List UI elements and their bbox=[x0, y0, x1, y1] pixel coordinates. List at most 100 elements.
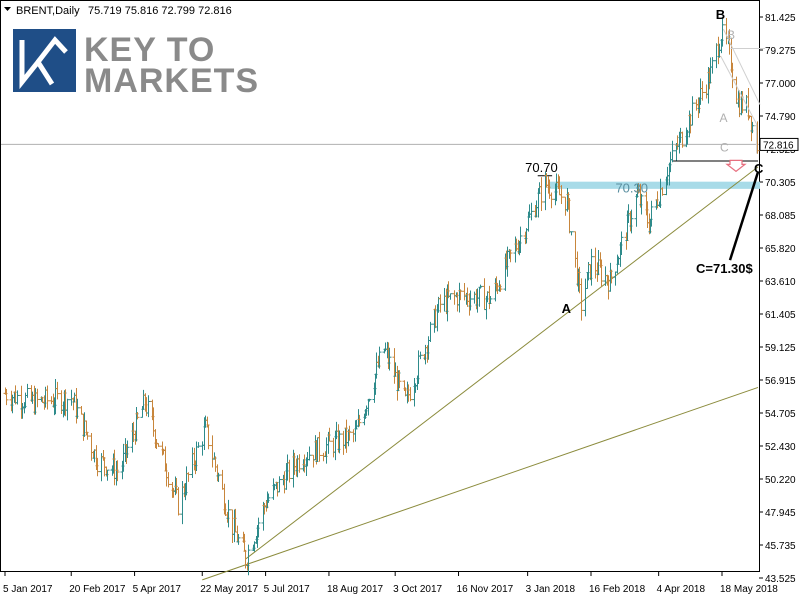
candle bbox=[115, 460, 120, 482]
peak-level-label: 70.70 bbox=[525, 160, 558, 175]
candle bbox=[539, 177, 544, 211]
x-tick-label: 16 Feb 2018 bbox=[589, 584, 646, 595]
y-tick-label: 70.305 bbox=[765, 178, 796, 189]
plot-frame bbox=[0, 0, 760, 572]
candle bbox=[317, 431, 322, 462]
y-tick-label: 47.945 bbox=[765, 508, 796, 519]
y-tick-label: 59.125 bbox=[765, 343, 796, 354]
x-tick-label: 3 Jan 2018 bbox=[526, 584, 576, 595]
candles bbox=[3, 18, 760, 576]
y-tick-label: 61.405 bbox=[765, 310, 796, 321]
candle bbox=[256, 517, 261, 538]
y-tick-label: 52.430 bbox=[765, 442, 796, 453]
candle bbox=[65, 398, 70, 421]
candle bbox=[428, 321, 433, 343]
brand-logo: KEY TO MARKETS bbox=[13, 29, 259, 100]
candle bbox=[377, 346, 382, 369]
candle bbox=[529, 202, 534, 221]
candle bbox=[277, 476, 282, 493]
target-pointer bbox=[728, 171, 760, 261]
y-tick-label: 56.915 bbox=[765, 376, 796, 387]
candle bbox=[236, 534, 241, 545]
candle bbox=[135, 412, 140, 420]
candle bbox=[488, 296, 493, 304]
y-axis: 81.42579.27577.00074.79072.52570.30568.0… bbox=[759, 13, 796, 585]
candle bbox=[629, 209, 634, 234]
x-tick-label: 5 Jul 2017 bbox=[264, 584, 311, 595]
candle bbox=[146, 395, 151, 418]
trendlines bbox=[202, 166, 759, 581]
inner-abc-lines bbox=[720, 55, 758, 154]
candle bbox=[609, 269, 614, 284]
candle bbox=[357, 414, 362, 427]
candle bbox=[660, 187, 665, 196]
small-a-label: A bbox=[719, 111, 727, 125]
x-tick-label: 5 Jan 2017 bbox=[3, 584, 53, 595]
candle bbox=[619, 231, 624, 255]
wave-a-label: A bbox=[562, 301, 572, 316]
candle bbox=[367, 398, 372, 402]
x-axis: 5 Jan 2017 20 Feb 2017 5 Apr 2017 22 May 20… bbox=[3, 572, 778, 595]
trendline bbox=[202, 386, 759, 581]
x-tick-label: 22 May 2017 bbox=[200, 584, 258, 595]
candle bbox=[45, 385, 50, 410]
candle bbox=[4, 388, 9, 406]
candle bbox=[569, 231, 574, 236]
candle bbox=[639, 193, 644, 215]
chart-ohlc: 75.719 75.816 72.799 72.816 bbox=[88, 5, 232, 17]
x-tick-label: 18 May 2018 bbox=[720, 584, 778, 595]
target-label: C=71.30$ bbox=[696, 261, 754, 276]
candle bbox=[518, 226, 523, 253]
candle bbox=[387, 347, 392, 371]
candle bbox=[105, 469, 110, 481]
dropdown-icon[interactable] bbox=[4, 7, 11, 11]
y-tick-label: 68.085 bbox=[765, 211, 796, 222]
candle bbox=[85, 431, 90, 440]
candle bbox=[347, 425, 352, 441]
x-tick-label: 20 Feb 2017 bbox=[69, 584, 126, 595]
candle bbox=[25, 383, 30, 398]
candle bbox=[337, 430, 342, 454]
candle bbox=[438, 294, 443, 313]
candle bbox=[75, 398, 80, 419]
candle bbox=[700, 81, 705, 101]
wave-b-label: B bbox=[716, 7, 725, 22]
brand-line2: MARKETS bbox=[84, 62, 259, 100]
channel-line bbox=[722, 28, 761, 105]
candle bbox=[690, 96, 695, 126]
candle bbox=[649, 200, 654, 227]
candle bbox=[397, 370, 402, 389]
candle bbox=[478, 284, 483, 289]
last-price-value: 72.816 bbox=[763, 140, 794, 151]
y-tick-label: 81.425 bbox=[765, 13, 796, 24]
candle bbox=[589, 248, 594, 286]
candle bbox=[246, 544, 251, 576]
x-tick-label: 16 Nov 2017 bbox=[457, 584, 514, 595]
trendline bbox=[245, 166, 759, 560]
chart-symbol: BRENT,Daily bbox=[16, 5, 80, 17]
y-tick-label: 54.705 bbox=[765, 409, 796, 420]
candle bbox=[307, 446, 312, 461]
y-tick-label: 45.735 bbox=[765, 541, 796, 552]
candle bbox=[55, 381, 60, 400]
candle bbox=[750, 121, 755, 134]
candle bbox=[176, 487, 181, 516]
brand-line1: KEY TO bbox=[84, 31, 215, 69]
candle bbox=[670, 140, 675, 163]
x-tick-label: 5 Apr 2017 bbox=[133, 584, 182, 595]
candle bbox=[599, 259, 604, 287]
candle bbox=[125, 440, 130, 458]
candle bbox=[216, 472, 221, 482]
candle bbox=[458, 289, 463, 301]
candle bbox=[559, 185, 564, 204]
candle bbox=[498, 284, 503, 292]
candle bbox=[186, 472, 191, 482]
candle bbox=[710, 57, 715, 74]
zone-level-label: 70.30 bbox=[615, 181, 648, 196]
candle bbox=[297, 454, 302, 473]
abc-pattern bbox=[673, 28, 765, 261]
y-tick-label: 74.790 bbox=[765, 112, 796, 123]
candle bbox=[156, 443, 161, 447]
down-arrow-icon bbox=[725, 159, 747, 173]
candle bbox=[166, 472, 171, 488]
